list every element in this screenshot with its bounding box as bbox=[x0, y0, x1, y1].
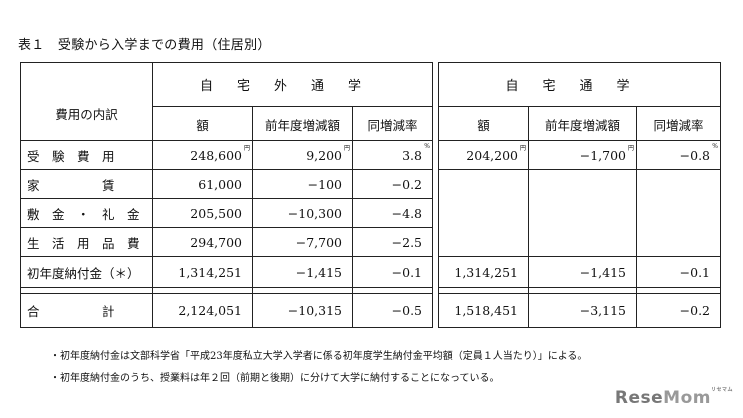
header-col-rate: 同増減率 bbox=[636, 106, 721, 141]
cell-rate: −2.5 bbox=[352, 227, 433, 257]
unit-yen: 円 bbox=[519, 145, 526, 152]
footnote: ・初年度納付金のうち、授業料は年２回（前期と後期）に分けて大学に納付することにな… bbox=[50, 373, 500, 384]
table-row-total: 合 計 2,124,051 −10,315 −0.5 1,518,451 −3,… bbox=[20, 293, 721, 328]
header-col-rate: 同増減率 bbox=[352, 106, 433, 141]
cell-rate: −0.1 bbox=[352, 256, 433, 288]
cell-rate: −0.2 bbox=[636, 293, 721, 328]
header-col-change: 前年度増減額 bbox=[252, 106, 353, 141]
header-row-label: 費用の内訳 bbox=[20, 62, 153, 141]
row-label: 敷 金 ・ 礼 金 bbox=[20, 198, 153, 228]
row-label: 初年度納付金（＊） bbox=[20, 256, 153, 288]
cell-amount: 1,314,251 bbox=[438, 256, 529, 288]
cell-change: 円 −1,700 bbox=[528, 140, 637, 170]
cell-amount: 円 248,600 bbox=[152, 140, 253, 170]
cell-amount: 1,314,251 bbox=[152, 256, 253, 288]
unit-yen: 円 bbox=[343, 145, 350, 152]
cell-change: 円 9,200 bbox=[252, 140, 353, 170]
cell-rate: % −0.8 bbox=[636, 140, 721, 170]
row-label: 受 験 費 用 bbox=[20, 140, 153, 170]
table-row: 初年度納付金（＊） 1,314,251 −1,415 −0.1 1,314,25… bbox=[20, 256, 721, 288]
table-row: 受 験 費 用 円 248,600 円 9,200 % 3.8 円 204,200 円 −… bbox=[20, 140, 721, 170]
empty-cell bbox=[528, 169, 637, 257]
header-col-amount: 額 bbox=[438, 106, 529, 141]
cell-rate: −0.1 bbox=[636, 256, 721, 288]
cell-change: −1,415 bbox=[528, 256, 637, 288]
cell-change: −1,415 bbox=[252, 256, 353, 288]
footnote: ・初年度納付金は文部科学省「平成23年度私立大学入学者に係る初年度学生納付金平均… bbox=[50, 351, 588, 362]
cell-rate: −4.8 bbox=[352, 198, 433, 228]
cell-amount: 1,518,451 bbox=[438, 293, 529, 328]
cell-amount: 205,500 bbox=[152, 198, 253, 228]
cell-change: −7,700 bbox=[252, 227, 353, 257]
table-row: 家 賃 61,000 −100 −0.2 bbox=[20, 169, 721, 257]
cell-rate: −0.2 bbox=[352, 169, 433, 199]
empty-cell bbox=[438, 169, 529, 257]
cell-change: −10,315 bbox=[252, 293, 353, 328]
empty-cell bbox=[636, 169, 721, 257]
unit-percent: % bbox=[424, 143, 430, 150]
header-row-cols: 額 前年度増減額 同増減率 額 前年度増減額 同増減率 bbox=[21, 106, 721, 141]
row-label: 生 活 用 品 費 bbox=[20, 227, 153, 257]
cell-change: −3,115 bbox=[528, 293, 637, 328]
cell-change: −100 bbox=[252, 169, 353, 199]
cell-amount: 円 204,200 bbox=[438, 140, 529, 170]
row-label: 合 計 bbox=[20, 293, 153, 328]
footnotes: ・初年度納付金は文部科学省「平成23年度私立大学入学者に係る初年度学生納付金平均… bbox=[50, 346, 587, 390]
cost-table: 費用の内訳 自宅外通学 自宅通学 額 前年度増減額 同増減率 額 前年度増減額 … bbox=[20, 62, 721, 328]
cell-amount: 294,700 bbox=[152, 227, 253, 257]
cell-change: −10,300 bbox=[252, 198, 353, 228]
header-col-amount: 額 bbox=[152, 106, 253, 141]
header-group-away: 自宅外通学 bbox=[152, 62, 433, 107]
header-col-change: 前年度増減額 bbox=[528, 106, 637, 141]
row-label: 家 賃 bbox=[20, 169, 153, 199]
table-title: 表１ 受験から入学までの費用（住居別） bbox=[18, 38, 271, 53]
cell-rate: % 3.8 bbox=[352, 140, 433, 170]
header-group-home: 自宅通学 bbox=[438, 62, 721, 107]
cell-amount: 2,124,051 bbox=[152, 293, 253, 328]
cell-amount: 61,000 bbox=[152, 169, 253, 199]
unit-yen: 円 bbox=[243, 145, 250, 152]
resemom-logo: ReseMomリセマム bbox=[614, 387, 733, 408]
table-row: 生 活 用 品 費 294,700 −7,700 −2.5 bbox=[20, 227, 721, 257]
unit-percent: % bbox=[712, 143, 718, 150]
header-row-group: 費用の内訳 自宅外通学 自宅通学 bbox=[20, 62, 721, 141]
unit-yen: 円 bbox=[627, 145, 634, 152]
cell-rate: −0.5 bbox=[352, 293, 433, 328]
